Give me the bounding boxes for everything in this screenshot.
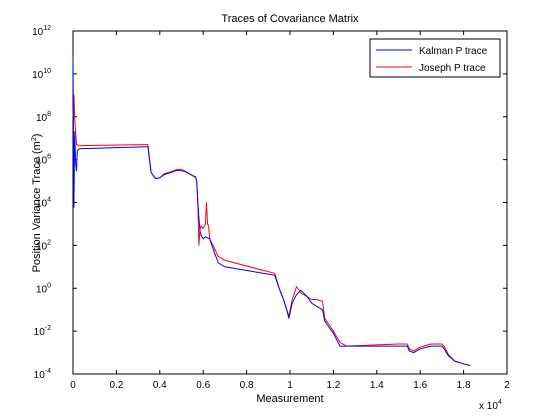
chart-title: Traces of Covariance Matrix xyxy=(221,13,359,25)
x-tick-label: 0.4 xyxy=(153,380,167,391)
x-exponent-base: x 10 xyxy=(479,401,498,412)
y-axis-label-main: Position Variance Trace (m xyxy=(31,141,43,272)
x-tick-label: 0.2 xyxy=(109,380,123,391)
y-tick-label: 1010 xyxy=(32,68,51,81)
y-tick-label: 106 xyxy=(36,154,51,167)
y-axis: 10-4 10-2 100 102 104 106 108 1010 1012 xyxy=(32,25,507,381)
x-tick-label: 0 xyxy=(70,380,76,391)
x-tick-label: 2 xyxy=(504,380,510,391)
x-tick-label: 0.8 xyxy=(240,380,254,391)
x-tick-label: 1.8 xyxy=(457,380,471,391)
y-tick-label: 100 xyxy=(36,282,51,295)
x-tick-label: 1 xyxy=(287,380,293,391)
legend: Kalman P trace Joseph P trace xyxy=(369,38,501,78)
legend-box xyxy=(369,38,501,78)
y-tick-label: 104 xyxy=(36,197,51,210)
x-exponent-power: 4 xyxy=(498,399,502,406)
y-tick-label: 1012 xyxy=(32,25,51,38)
series-line-kalman xyxy=(72,56,471,366)
x-tick-label: 0.6 xyxy=(196,380,210,391)
series-layer xyxy=(72,56,471,366)
plot-area xyxy=(72,30,508,375)
x-tick-label: 1.6 xyxy=(413,380,427,391)
y-tick-label: 102 xyxy=(36,239,51,252)
y-axis-label-close: ) xyxy=(31,134,43,138)
x-axis-label: Measurement xyxy=(256,393,323,405)
y-tick-label: 108 xyxy=(36,111,51,124)
x-axis: 0 0.2 0.4 0.6 0.8 1 1.2 1.4 1.6 1.8 2 xyxy=(70,31,510,391)
legend-label-kalman: Kalman P trace xyxy=(419,46,488,57)
x-tick-label: 1.4 xyxy=(370,380,384,391)
x-tick-label: 1.2 xyxy=(326,380,340,391)
y-tick-label: 10-4 xyxy=(34,368,51,381)
y-axis-label-sup: 2 xyxy=(31,137,38,141)
legend-label-joseph: Joseph P trace xyxy=(419,63,486,74)
y-axis-label: Position Variance Trace (m2) xyxy=(31,134,43,273)
y-tick-label: 10-2 xyxy=(34,325,51,338)
x-axis-exponent: x 104 xyxy=(479,399,502,412)
